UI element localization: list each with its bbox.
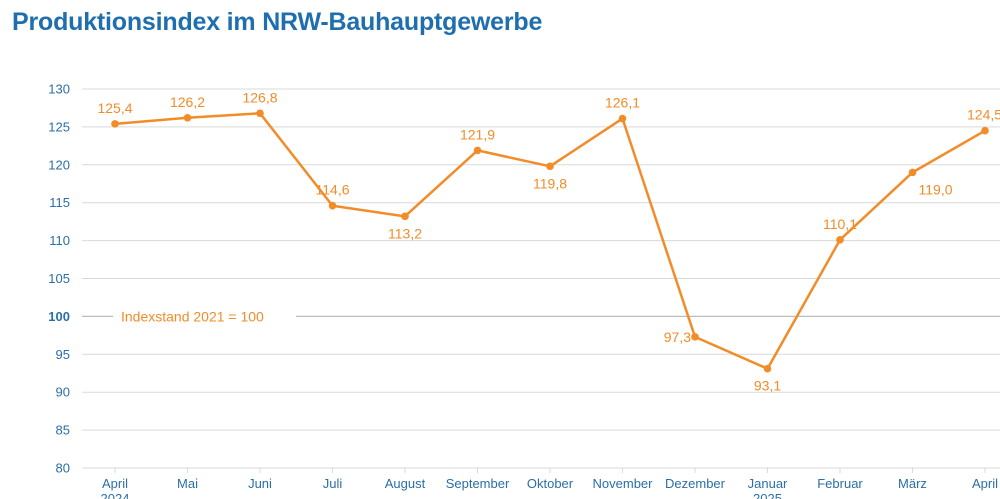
y-tick-label: 110 [49,233,70,248]
y-tick-label: 85 [56,423,70,438]
data-label: 93,1 [754,378,781,394]
x-tick-label: März [898,476,927,491]
data-labels: 125,4 126,2 126,8 114,6 113,2 121,9 119,8 126,1… [97,89,1000,393]
x-tick-label: Dezember [665,476,726,491]
y-tick-label: 130 [48,82,70,97]
y-tick-label: 100 [48,309,70,324]
data-point [836,236,844,244]
data-point [981,126,989,135]
y-tick-label: 90 [56,385,70,400]
data-label: 119,8 [533,175,567,191]
data-point [183,114,192,122]
data-point [256,109,264,118]
data-point [546,162,554,171]
y-tick-label: 95 [56,347,70,362]
gridlines [82,88,1000,469]
x-tick-label: April [102,476,128,491]
x-tick-label: April [972,476,998,491]
data-point [401,212,409,221]
data-label: 110,1 [823,216,857,232]
y-tick-label: 125 [48,119,70,134]
data-label: 97,3 [664,329,691,345]
x-tick-label: November [593,476,654,491]
x-tick-label: Oktober [527,476,574,491]
chart-title: Produktionsindex im NRW-Bauhauptgewerbe [12,8,543,36]
x-tick-label: Januar [748,476,788,491]
data-label: 126,1 [605,95,640,111]
reference-line: Indexstand 2021 = 100 [82,308,1000,324]
data-point [908,168,917,177]
data-point [473,146,482,155]
y-tick-label: 105 [48,271,70,286]
x-tick-label: Mai [177,476,198,491]
data-label: 126,2 [170,94,205,110]
x-tick-label: Juli [323,476,343,491]
data-point [111,120,119,128]
data-label: 114,6 [316,182,350,198]
x-tick-sublabel: 2025 [753,491,782,499]
data-point [691,333,699,341]
data-points [111,109,989,373]
data-point [763,364,772,373]
data-label: 113,2 [388,225,422,241]
data-label: 121,9 [460,126,495,142]
y-tick-label: 120 [48,157,70,172]
data-label: 125,4 [97,100,132,116]
reference-label: Indexstand 2021 = 100 [121,308,264,324]
data-label: 119,0 [919,181,953,197]
y-tick-label: 80 [56,461,70,476]
y-axis-ticks: 80 85 90 95 100 105 110 115 120 125 130 [48,82,70,476]
x-tick-sublabel: 2024 [101,491,130,499]
x-tick-label: Februar [817,476,863,491]
x-tick-label: September [446,476,510,491]
x-tick-label: August [385,476,426,491]
data-point [328,201,337,210]
data-point [618,114,627,123]
y-tick-label: 115 [49,195,70,210]
data-label: 126,8 [242,89,277,105]
x-tick-label: Juni [248,476,272,491]
data-label: 124,5 [967,107,1000,123]
